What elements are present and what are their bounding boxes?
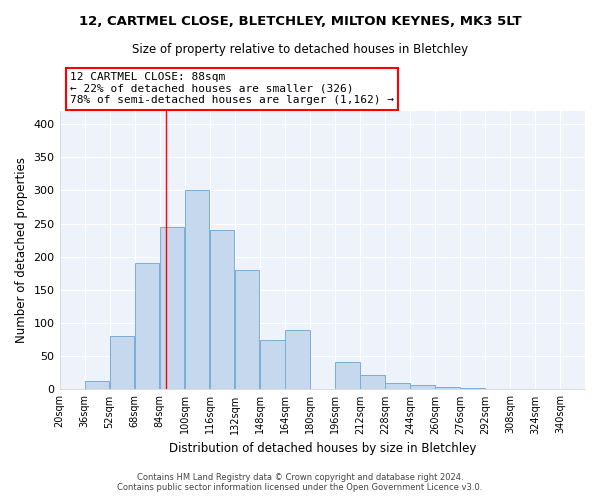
- Y-axis label: Number of detached properties: Number of detached properties: [15, 157, 28, 343]
- Bar: [460, 388, 485, 390]
- Bar: [360, 375, 385, 390]
- Bar: [435, 387, 460, 390]
- Bar: [485, 389, 509, 390]
- Bar: [160, 227, 184, 390]
- Bar: [235, 270, 259, 390]
- Bar: [335, 362, 359, 390]
- Bar: [285, 330, 310, 390]
- Bar: [535, 389, 560, 390]
- Bar: [210, 230, 235, 390]
- Bar: [410, 385, 434, 390]
- Text: Contains HM Land Registry data © Crown copyright and database right 2024.
Contai: Contains HM Land Registry data © Crown c…: [118, 473, 482, 492]
- Bar: [135, 264, 160, 390]
- Bar: [385, 383, 410, 390]
- Text: 12 CARTMEL CLOSE: 88sqm
← 22% of detached houses are smaller (326)
78% of semi-d: 12 CARTMEL CLOSE: 88sqm ← 22% of detache…: [70, 72, 394, 106]
- Bar: [185, 190, 209, 390]
- X-axis label: Distribution of detached houses by size in Bletchley: Distribution of detached houses by size …: [169, 442, 476, 455]
- Bar: [110, 336, 134, 390]
- Bar: [260, 340, 284, 390]
- Text: 12, CARTMEL CLOSE, BLETCHLEY, MILTON KEYNES, MK3 5LT: 12, CARTMEL CLOSE, BLETCHLEY, MILTON KEY…: [79, 15, 521, 28]
- Text: Size of property relative to detached houses in Bletchley: Size of property relative to detached ho…: [132, 42, 468, 56]
- Bar: [85, 381, 109, 390]
